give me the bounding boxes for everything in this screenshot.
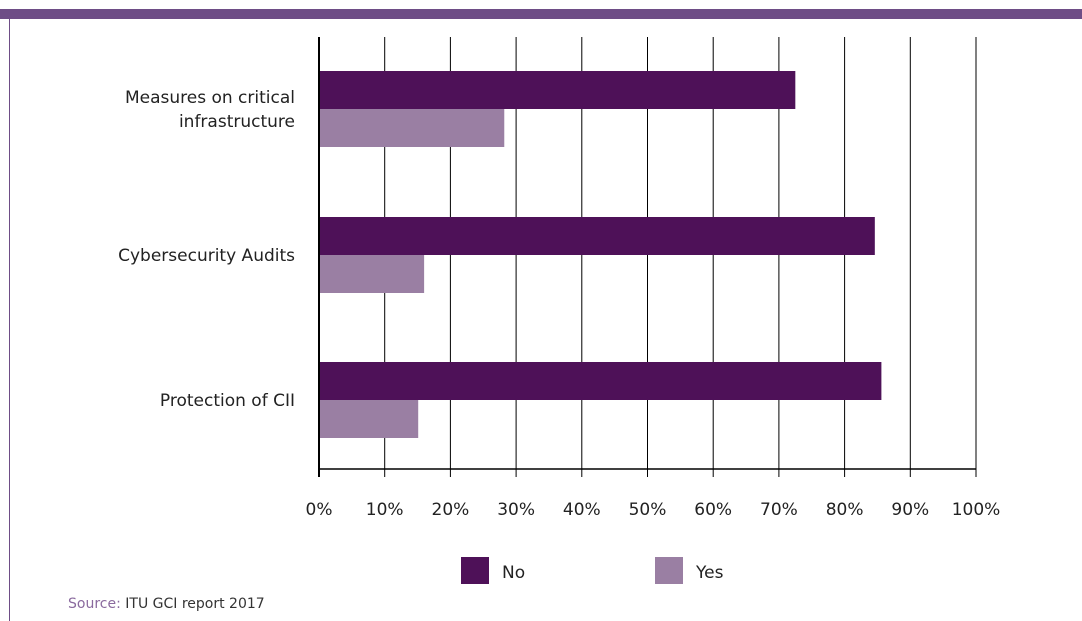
- x-tick-label: 80%: [826, 500, 864, 520]
- legend-label-yes: Yes: [695, 563, 724, 583]
- source-text: ITU GCI report 2017: [125, 596, 265, 612]
- x-tick-label: 60%: [694, 500, 732, 520]
- source-note: Source: ITU GCI report 2017: [68, 596, 265, 612]
- x-tick-label: 100%: [952, 500, 1001, 520]
- source-label: Source:: [68, 596, 121, 612]
- bar-no: [319, 362, 882, 400]
- bar-yes: [319, 400, 419, 438]
- bar-yes: [319, 109, 505, 147]
- bar-no: [319, 217, 875, 255]
- bar-no: [319, 71, 796, 109]
- x-tick-label: 40%: [563, 500, 601, 520]
- x-tick-label: 0%: [306, 500, 333, 520]
- bar-yes: [319, 255, 425, 293]
- category-label: Protection of CII: [160, 391, 295, 411]
- x-tick-label: 20%: [432, 500, 470, 520]
- legend-swatch-yes: [655, 557, 683, 584]
- x-tick-label: 90%: [891, 500, 929, 520]
- legend-swatch-no: [461, 557, 489, 584]
- x-tick-label: 50%: [629, 500, 667, 520]
- x-tick-label: 10%: [366, 500, 404, 520]
- legend-label-no: No: [502, 563, 525, 583]
- x-tick-label: 30%: [497, 500, 535, 520]
- header-accent-bar: [0, 9, 1082, 19]
- left-border-line: [9, 19, 10, 621]
- x-tick-label: 70%: [760, 500, 798, 520]
- category-label: Cybersecurity Audits: [118, 246, 295, 266]
- category-label: Measures on critical infrastructure: [125, 88, 295, 132]
